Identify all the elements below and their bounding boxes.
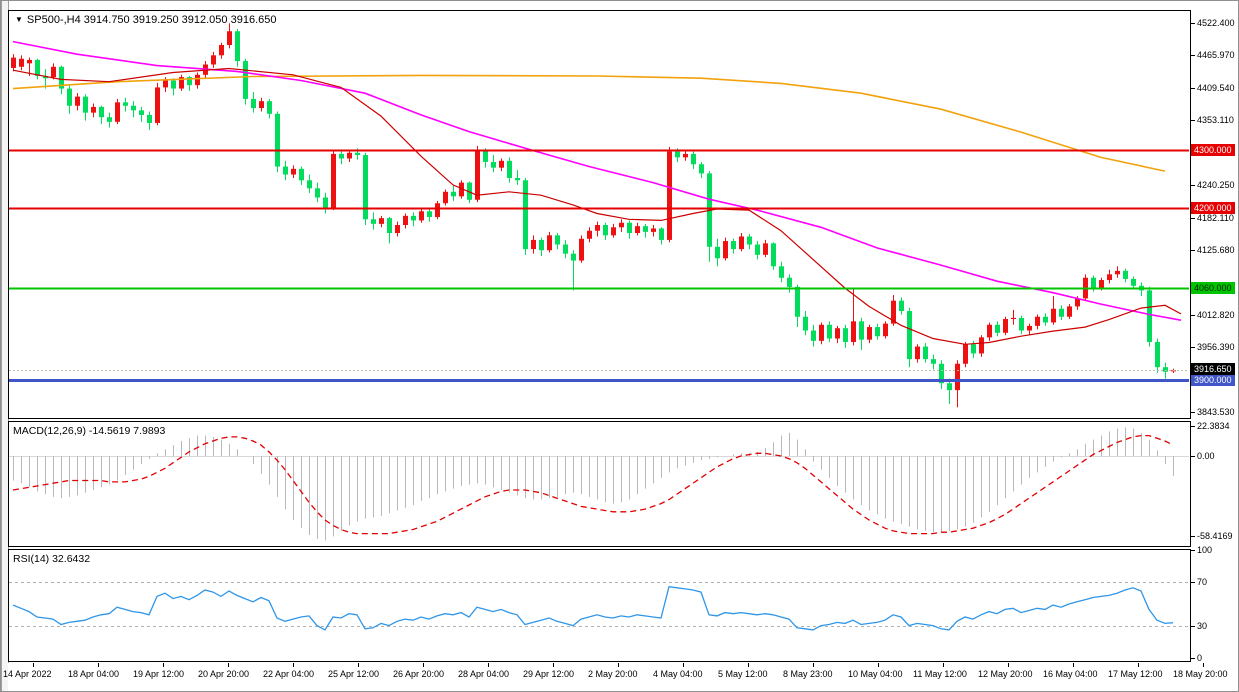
- time-axis-label: 16 May 04:00: [1043, 669, 1098, 679]
- time-axis-tick: [813, 663, 814, 667]
- price-axis-label: 3843.530: [1191, 407, 1235, 418]
- time-axis-tick: [293, 663, 294, 667]
- time-axis-tick: [98, 663, 99, 667]
- time-axis-label: 25 Apr 12:00: [328, 669, 380, 679]
- rsi-pane[interactable]: [8, 549, 1191, 662]
- time-axis[interactable]: 14 Apr 2022 18 Apr 04:00 19 Apr 12:00 20 Ap…: [3, 663, 1228, 691]
- rsi-axis-label: 100: [1190, 545, 1213, 555]
- price-axis-label: 4182.110: [1191, 213, 1234, 224]
- time-axis-tick: [358, 663, 359, 667]
- chevron-down-icon[interactable]: ▼: [15, 15, 23, 24]
- price-axis-label: 4240.250: [1191, 179, 1235, 190]
- rsi-label: RSI(14) 32.6432: [13, 553, 91, 565]
- price-axis-label: 4353.110: [1191, 115, 1234, 126]
- time-axis-tick: [943, 663, 944, 667]
- price-level-badge: 4200.000: [1191, 201, 1235, 214]
- time-axis-label: 2 May 20:00: [588, 669, 638, 679]
- time-axis-tick: [1073, 663, 1074, 667]
- time-axis-tick: [423, 663, 424, 667]
- time-axis-tick: [1203, 663, 1204, 667]
- chart-title: ▼ SP500-,H4 3914.750 3919.250 3912.050 39…: [15, 14, 276, 26]
- time-axis-tick: [163, 663, 164, 667]
- time-axis-label: 18 Apr 04:00: [68, 669, 120, 679]
- rsi-axis-label: 70: [1190, 577, 1208, 588]
- time-axis-label: 10 May 04:00: [848, 669, 903, 679]
- price-axis-label: 4125.680: [1191, 245, 1235, 256]
- price-level-badge: 3900.000: [1191, 373, 1235, 386]
- time-axis-tick: [683, 663, 684, 667]
- price-axis-label: 4522.400: [1191, 17, 1235, 28]
- time-axis-label: 22 Apr 04:00: [263, 669, 315, 679]
- macd-axis-label: 22.3834: [1191, 420, 1230, 431]
- time-axis-label: 14 Apr 2022: [3, 669, 52, 679]
- time-axis-tick: [748, 663, 749, 667]
- macd-label: MACD(12,26,9) -14.5619 7.9893: [13, 425, 166, 437]
- price-axis-label: 3956.390: [1191, 342, 1235, 353]
- time-axis-label: 28 Apr 04:00: [458, 669, 510, 679]
- time-axis-label: 12 May 20:00: [978, 669, 1033, 679]
- time-axis-tick: [553, 663, 554, 667]
- time-axis-tick: [33, 663, 34, 667]
- time-axis-tick: [618, 663, 619, 667]
- time-axis-tick: [878, 663, 879, 667]
- price-chart-pane[interactable]: [8, 10, 1191, 419]
- macd-pane[interactable]: [8, 421, 1191, 547]
- rsi-axis-label: 0: [1190, 653, 1203, 663]
- price-axis-label: 4012.820: [1191, 310, 1235, 321]
- time-axis-label: 18 May 20:00: [1173, 669, 1228, 679]
- time-axis-tick: [228, 663, 229, 667]
- time-axis-label: 4 May 04:00: [653, 669, 703, 679]
- time-axis-label: 17 May 12:00: [1108, 669, 1163, 679]
- price-level-badge: 4300.000: [1191, 144, 1235, 157]
- time-axis-tick: [1138, 663, 1139, 667]
- time-axis-label: 20 Apr 20:00: [198, 669, 250, 679]
- time-axis-label: 29 Apr 12:00: [523, 669, 575, 679]
- rsi-axis-label: 30: [1190, 620, 1208, 631]
- time-axis-label: 26 Apr 20:00: [393, 669, 445, 679]
- price-axis-label: 4409.540: [1191, 82, 1235, 93]
- time-axis-label: 8 May 23:00: [783, 669, 833, 679]
- price-axis-label: 4465.970: [1191, 50, 1235, 61]
- time-axis-label: 5 May 12:00: [718, 669, 768, 679]
- time-axis-tick: [1008, 663, 1009, 667]
- time-axis-tick: [488, 663, 489, 667]
- time-axis-label: 19 Apr 12:00: [133, 669, 185, 679]
- macd-axis-label: -58.4169: [1191, 530, 1233, 541]
- time-axis-label: 11 May 12:00: [913, 669, 967, 679]
- price-level-badge: 4060.000: [1191, 282, 1235, 295]
- current-price-badge: 3916.650: [1191, 363, 1235, 376]
- symbol-ohlc-title: SP500-,H4 3914.750 3919.250 3912.050 391…: [26, 14, 277, 26]
- macd-axis-label: 0.00: [1191, 451, 1215, 461]
